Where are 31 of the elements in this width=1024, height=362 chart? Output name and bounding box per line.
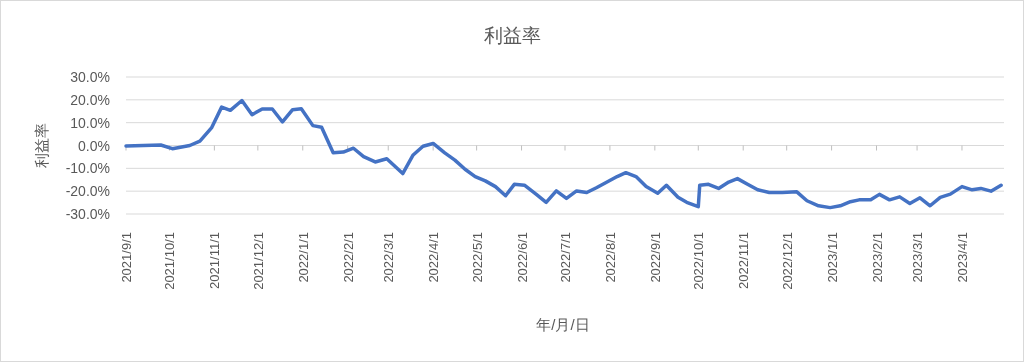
y-tick-label: 20.0% xyxy=(70,91,110,108)
x-tick-label: 2023/2/1 xyxy=(869,232,885,283)
y-tick-label: 30.0% xyxy=(70,69,110,85)
x-tick-label: 2022/10/1 xyxy=(691,232,707,290)
chart-title: 利益率 xyxy=(483,25,541,46)
y-axis-title: 利益率 xyxy=(33,123,50,168)
x-tick-label: 2021/11/1 xyxy=(207,232,223,289)
x-tick-label: 2022/5/1 xyxy=(469,232,485,283)
y-tick-label: 10.0% xyxy=(70,114,110,131)
x-tick-label: 2023/4/1 xyxy=(954,232,970,283)
x-tick-label: 2022/3/1 xyxy=(381,232,397,283)
x-tick-label: 2022/12/1 xyxy=(779,232,795,290)
x-tick-label: 2022/7/1 xyxy=(558,232,573,283)
y-tick-label: -10.0% xyxy=(65,160,110,177)
x-tick-label: 2022/1/1 xyxy=(295,232,311,283)
y-tick-label: 0.0% xyxy=(78,137,110,154)
x-tick-label: 2021/9/1 xyxy=(119,232,134,283)
x-tick-label: 2022/4/1 xyxy=(426,232,442,283)
x-tick-label: 2021/12/1 xyxy=(250,232,266,290)
x-tick-label: 2022/2/1 xyxy=(340,232,356,283)
x-axis-title: 年/月/日 xyxy=(536,316,590,333)
x-tick-label: 2022/8/1 xyxy=(602,232,618,283)
x-tick-label: 2021/10/1 xyxy=(162,232,178,290)
line-series xyxy=(124,98,1003,210)
x-tick-label: 2023/1/1 xyxy=(824,232,840,283)
x-tick-label: 2022/9/1 xyxy=(647,232,663,283)
x-tick-label: 2022/11/1 xyxy=(736,232,752,289)
y-tick-label: -30.0% xyxy=(65,206,110,222)
y-tick-label: -20.0% xyxy=(65,183,110,200)
x-tick-label: 2022/6/1 xyxy=(514,232,530,283)
x-tick-label: 2023/3/1 xyxy=(910,232,926,283)
